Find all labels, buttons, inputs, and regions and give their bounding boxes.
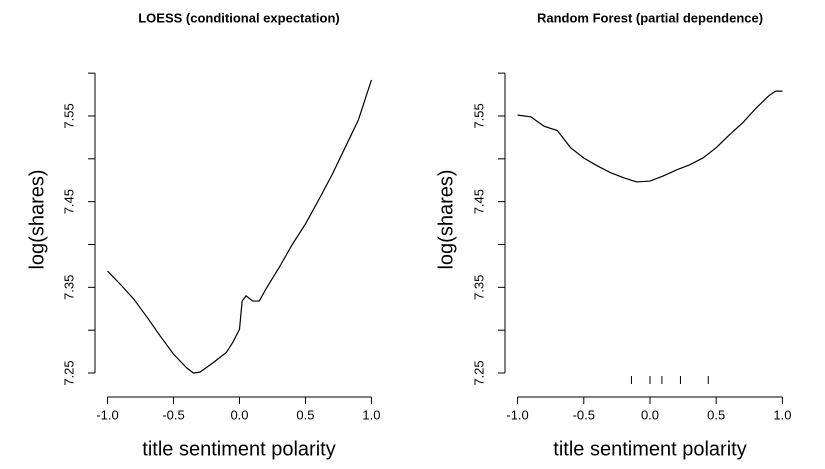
x-tick-label: -1.0 [506, 407, 528, 422]
chart-title: Random Forest (partial dependence) [537, 10, 763, 25]
y-tick-label: 7.35 [61, 275, 76, 300]
x-tick-label: 0.5 [707, 407, 725, 422]
y-tick-label: 7.25 [471, 360, 486, 385]
y-tick-label: 7.25 [61, 360, 76, 385]
x-axis-label: title sentiment polarity [142, 438, 335, 460]
x-tick-label: -0.5 [162, 407, 184, 422]
x-tick-label: 0.0 [230, 407, 248, 422]
y-axis-label: log(shares) [435, 169, 457, 269]
x-tick-label: -1.0 [96, 407, 118, 422]
y-tick-label: 7.45 [61, 189, 76, 214]
x-tick-label: -0.5 [573, 407, 595, 422]
x-tick-label: 1.0 [362, 407, 380, 422]
y-tick-label: 7.55 [61, 103, 76, 128]
y-tick-label: 7.55 [471, 103, 486, 128]
y-axis-label: log(shares) [26, 169, 48, 269]
y-tick-label: 7.35 [471, 275, 486, 300]
x-axis-label: title sentiment polarity [553, 438, 746, 460]
curve [107, 79, 373, 374]
y-tick-label: 7.45 [471, 189, 486, 214]
x-tick-label: 0.0 [641, 407, 659, 422]
x-tick-label: 1.0 [773, 407, 791, 422]
x-tick-label: 0.5 [296, 407, 314, 422]
chart-title: LOESS (conditional expectation) [138, 10, 340, 25]
curve [517, 90, 783, 183]
